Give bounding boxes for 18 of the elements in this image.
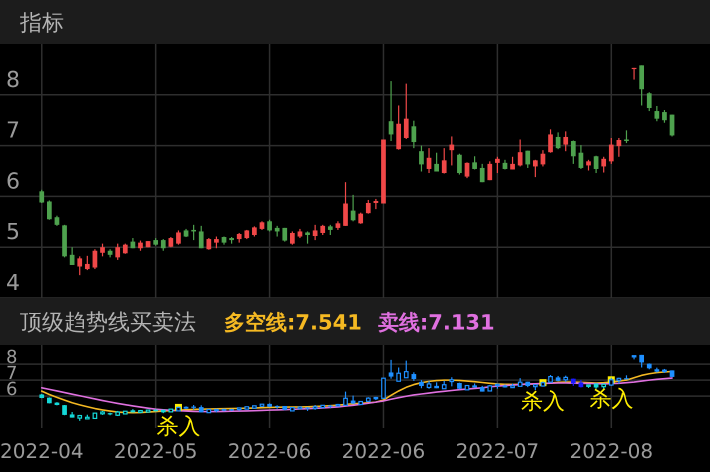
- y-tick-label: 7: [6, 118, 20, 144]
- x-tick-label: 2022-07: [456, 439, 540, 463]
- chart-title: 顶级趋势线买卖法: [20, 310, 196, 336]
- data-label: 杀入: [156, 414, 200, 440]
- data-label: 杀入: [589, 386, 634, 412]
- x-tick-label: 2022-05: [114, 439, 198, 463]
- text: 卖线:7.131: [378, 310, 495, 334]
- text: 多空线:7.541: [224, 310, 362, 334]
- y-tick-label: 8: [6, 68, 20, 93]
- x-tick-label: 2022-08: [569, 439, 654, 463]
- data-label: 杀入: [520, 390, 565, 415]
- x-tick-label: 2022-06: [228, 439, 312, 463]
- y-tick-label: 6: [6, 169, 20, 194]
- chart-title: 指标: [19, 11, 64, 36]
- y-tick-label: 5: [6, 220, 20, 246]
- x-tick-label: 2022-06: [342, 439, 426, 463]
- y-tick-label: 4: [6, 271, 20, 296]
- x-tick-label: 2022-04: [0, 439, 84, 463]
